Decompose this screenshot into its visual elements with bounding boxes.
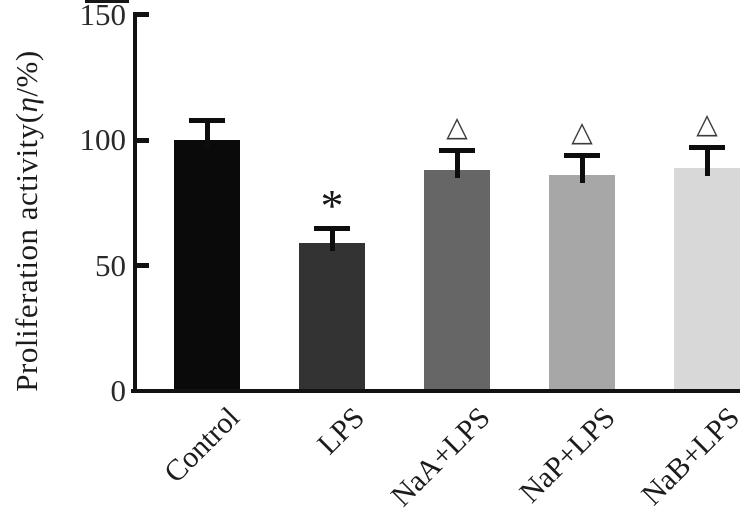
x-tick-label: NaB+LPS <box>635 401 746 512</box>
bar-nab-lps <box>674 168 740 389</box>
error-bar-cap <box>314 225 350 231</box>
error-bar-stem <box>454 147 460 178</box>
y-tick-mark <box>137 137 149 143</box>
x-tick-label: Control <box>158 401 247 490</box>
error-bar-cap <box>564 152 600 158</box>
error-bar-cap <box>189 117 225 123</box>
significance-triangle: △ <box>571 114 593 148</box>
y-tick-label: 0 <box>110 373 127 408</box>
y-tick-label: 150 <box>79 0 127 32</box>
x-tick-label: NaP+LPS <box>512 401 622 510</box>
y-axis-label-suffix: /%) <box>9 50 44 97</box>
error-bar-cap <box>439 147 475 153</box>
error-bar-stem <box>204 117 210 148</box>
y-tick-mark <box>137 12 149 18</box>
crop-artifact <box>85 0 129 3</box>
y-tick-label: 100 <box>79 122 127 158</box>
error-bar-cap <box>689 145 725 151</box>
error-bar-stem <box>579 152 585 183</box>
bar-nap-lps <box>549 175 615 389</box>
error-bar-stem <box>704 145 710 176</box>
bar-lps <box>299 243 365 389</box>
x-axis-line <box>131 389 740 393</box>
error-bar-stem <box>329 225 335 251</box>
y-tick-mark <box>137 263 149 269</box>
x-tick-label: LPS <box>311 401 372 461</box>
significance-triangle: △ <box>696 107 718 141</box>
bar-naa-lps <box>424 170 490 389</box>
y-axis-label: Proliferation activity(η/%) <box>9 50 45 391</box>
y-tick-label: 50 <box>95 247 126 283</box>
y-axis-line <box>133 12 137 393</box>
significance-asterisk: * <box>320 179 344 231</box>
x-tick-label: NaA+LPS <box>384 401 497 513</box>
y-axis-label-eta-symbol: η <box>9 96 44 113</box>
significance-triangle: △ <box>446 109 468 143</box>
bar-control <box>174 140 240 389</box>
